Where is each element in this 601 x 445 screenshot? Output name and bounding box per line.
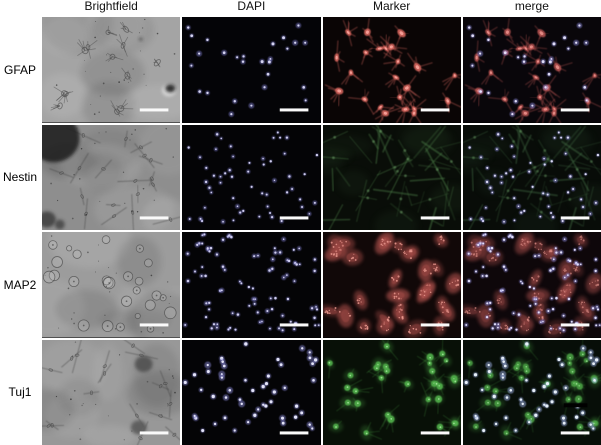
row-label-tuj1: Tuj1: [8, 385, 32, 400]
panel-nestin-marker: [322, 124, 461, 230]
panel-tuj1-merge: [462, 339, 601, 445]
panel-nestin-brightfield: [42, 124, 181, 230]
panel-tuj1-dapi: [182, 339, 321, 445]
column-header-brightfield: Brightfield: [84, 0, 138, 13]
row-label-nestin: Nestin: [2, 170, 37, 185]
panel-map2-marker: [322, 232, 461, 338]
panel-map2-dapi: [182, 232, 321, 338]
panel-nestin-merge: [462, 124, 601, 230]
panel-tuj1-brightfield: [42, 339, 181, 445]
corner-spacer: [0, 0, 40, 15]
panel-gfap-merge: [462, 17, 601, 123]
row-label-map2: MAP2: [3, 277, 37, 292]
column-header-dapi: DAPI: [237, 0, 266, 13]
panel-nestin-dapi: [182, 124, 321, 230]
panel-map2-merge: [462, 232, 601, 338]
column-header-marker: Marker: [372, 0, 411, 13]
column-header-merge: merge: [514, 0, 549, 13]
panel-gfap-dapi: [182, 17, 321, 123]
panel-map2-brightfield: [42, 232, 181, 338]
panel-gfap-marker: [322, 17, 461, 123]
row-label-gfap: GFAP: [3, 62, 36, 77]
panel-tuj1-marker: [322, 339, 461, 445]
panel-gfap-brightfield: [42, 17, 181, 123]
